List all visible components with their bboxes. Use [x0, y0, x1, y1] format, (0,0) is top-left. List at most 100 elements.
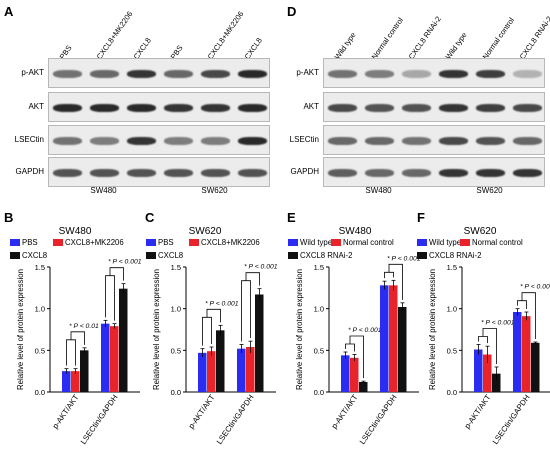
protein-band	[439, 136, 468, 146]
blot-strip	[48, 157, 270, 187]
bar	[389, 285, 398, 392]
group-label: SW620	[476, 186, 503, 195]
blot-strip	[323, 125, 545, 155]
panel-letter-d: D	[287, 4, 297, 19]
protein-band	[90, 69, 119, 79]
significance-bracket	[345, 343, 355, 352]
protein-band	[402, 168, 431, 178]
protein-band	[476, 136, 505, 146]
row-label: p-AKT	[296, 68, 319, 77]
panel-letter-a: A	[4, 4, 14, 19]
protein-band	[201, 136, 230, 146]
legend-swatch	[10, 252, 20, 259]
bar	[492, 373, 501, 392]
legend-label: CXCL8+MK2206	[201, 238, 260, 247]
significance-bracket	[70, 331, 85, 345]
category-label: p-AKT/AKT	[51, 393, 81, 431]
legend-label: Normal control	[343, 238, 394, 247]
y-tick-label: 1.5	[447, 263, 457, 272]
protein-band	[53, 168, 82, 178]
significance-bracket	[349, 335, 364, 379]
legend-swatch	[460, 239, 470, 246]
significance-bracket	[206, 308, 221, 323]
y-tick-label: 1.5	[314, 263, 324, 272]
significance-bracket	[388, 263, 403, 300]
blot-strip	[323, 157, 545, 187]
p-value-annotation: * P < 0.001	[520, 284, 550, 291]
protein-band	[328, 136, 357, 146]
protein-band	[90, 136, 119, 146]
legend-swatch	[146, 239, 156, 246]
p-value-annotation: * P < 0.01	[69, 323, 99, 330]
protein-band	[238, 136, 267, 146]
protein-band	[127, 69, 156, 79]
bar	[341, 355, 350, 392]
legend-label: CXCL8	[22, 251, 47, 260]
legend-swatch	[288, 239, 298, 246]
legend-label: Wild type	[300, 238, 332, 247]
group-label: SW480	[365, 186, 392, 195]
group-label: SW480	[90, 186, 117, 195]
row-label: GAPDH	[290, 167, 319, 176]
protein-band	[90, 168, 119, 178]
legend-swatch	[189, 239, 199, 246]
significance-bracket	[517, 300, 527, 309]
bar	[246, 347, 255, 392]
legend-label: Normal control	[472, 238, 523, 247]
p-value-annotation: * P < 0.001	[481, 320, 515, 327]
y-axis-label: Relative level of protein expression	[16, 269, 25, 390]
protein-band	[53, 136, 82, 146]
protein-band	[513, 103, 542, 113]
protein-band	[439, 69, 468, 79]
significance-bracket	[245, 272, 260, 286]
y-tick-label: 0.5	[314, 346, 324, 355]
blot-strip	[48, 58, 270, 88]
category-label: LSECtin/GAPDH	[79, 393, 120, 446]
bar	[531, 342, 540, 392]
bar	[474, 349, 483, 392]
bar	[483, 354, 492, 392]
category-label: p-AKT/AKT	[187, 393, 217, 431]
protein-band	[328, 103, 357, 113]
blot-strip	[48, 92, 270, 122]
y-tick-label: 0.5	[447, 346, 457, 355]
y-tick-label: 1.0	[447, 305, 457, 314]
protein-band	[328, 69, 357, 79]
bar	[522, 316, 531, 392]
bar	[62, 371, 71, 392]
significance-bracket	[482, 328, 497, 364]
protein-band	[402, 69, 431, 79]
protein-band	[53, 69, 82, 79]
protein-band	[127, 136, 156, 146]
row-label: AKT	[303, 102, 319, 111]
protein-band	[201, 69, 230, 79]
row-label: p-AKT	[21, 68, 44, 77]
y-axis-label: Relative level of protein expression	[152, 269, 161, 390]
category-label: LSECtin/GAPDH	[215, 393, 256, 446]
protein-band	[164, 69, 193, 79]
protein-band	[238, 168, 267, 178]
panel-letter: C	[145, 210, 155, 225]
row-label: LSECtin	[14, 135, 44, 144]
protein-band	[402, 136, 431, 146]
p-value-annotation: * P < 0.001	[348, 327, 382, 334]
bar	[71, 371, 80, 392]
bar	[80, 350, 89, 392]
protein-band	[513, 136, 542, 146]
category-label: p-AKT/AKT	[463, 393, 493, 431]
legend-swatch	[417, 239, 427, 246]
bar	[350, 357, 359, 392]
row-label: LSECtin	[289, 135, 319, 144]
significance-bracket	[384, 271, 394, 279]
bar	[101, 323, 110, 392]
category-label: LSECtin/GAPDH	[358, 393, 399, 446]
legend-label: CXCL8+MK2206	[65, 238, 124, 247]
significance-bracket	[478, 336, 488, 344]
significance-bracket	[202, 316, 212, 346]
legend-label: PBS	[158, 238, 174, 247]
protein-band	[53, 103, 82, 113]
legend-label: PBS	[22, 238, 38, 247]
protein-band	[402, 103, 431, 113]
protein-band	[365, 69, 394, 79]
